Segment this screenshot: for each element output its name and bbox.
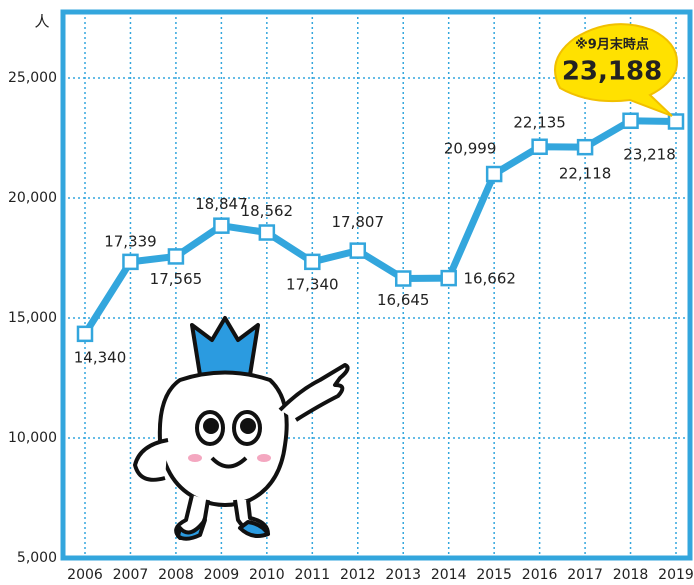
data-point <box>214 219 228 233</box>
data-point <box>624 114 638 128</box>
x-tick-label: 2007 <box>113 567 149 583</box>
data-point <box>123 255 137 269</box>
data-label: 16,645 <box>377 291 430 309</box>
x-tick-label: 2014 <box>431 567 467 583</box>
data-label: 23,218 <box>623 145 676 163</box>
data-label: 20,999 <box>444 140 497 158</box>
data-label: 17,565 <box>150 270 203 288</box>
callout-note: ※9月末時点 <box>575 37 649 53</box>
y-tick-label: 15,000 <box>8 310 57 326</box>
data-point <box>442 271 456 285</box>
x-tick-label: 2018 <box>613 567 649 583</box>
data-point <box>533 140 547 154</box>
data-point <box>578 140 592 154</box>
x-tick-label: 2011 <box>294 567 330 583</box>
data-point <box>169 249 183 263</box>
x-tick-label: 2016 <box>522 567 558 583</box>
x-tick-label: 2013 <box>385 567 421 583</box>
x-tick-label: 2010 <box>249 567 285 583</box>
data-label: 17,339 <box>104 232 157 250</box>
data-label: 14,340 <box>74 348 127 366</box>
callout-value: 23,188 <box>562 57 662 87</box>
data-label: 16,662 <box>463 270 516 288</box>
data-label: 18,562 <box>241 202 294 220</box>
data-point <box>351 244 365 258</box>
data-label: 22,135 <box>513 113 566 131</box>
data-point <box>396 272 410 286</box>
unit-label: 人 <box>34 13 49 31</box>
chart: 人 14,34017,33917,56518,84718,56217,34017… <box>0 0 694 585</box>
x-tick-label: 2017 <box>567 567 603 583</box>
x-tick-label: 2008 <box>158 567 194 583</box>
y-tick-label: 20,000 <box>8 190 57 206</box>
x-tick-label: 2012 <box>340 567 376 583</box>
x-tick-label: 2009 <box>204 567 240 583</box>
y-tick-label: 25,000 <box>8 70 57 86</box>
data-point <box>305 255 319 269</box>
data-point <box>487 167 501 181</box>
x-tick-label: 2006 <box>67 567 103 583</box>
y-tick-label: 5,000 <box>17 550 57 566</box>
data-point <box>78 327 92 341</box>
data-label: 17,807 <box>332 213 385 231</box>
data-label: 17,340 <box>286 275 339 293</box>
y-tick-label: 10,000 <box>8 430 57 446</box>
data-label: 22,118 <box>559 165 612 183</box>
x-tick-label: 2015 <box>476 567 512 583</box>
mascot <box>135 318 348 539</box>
x-tick-label: 2019 <box>658 567 694 583</box>
data-point <box>260 226 274 240</box>
